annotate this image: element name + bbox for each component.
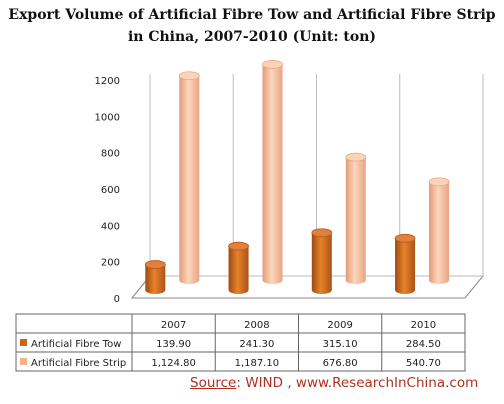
bar-2008-strip [262,64,283,281]
bar-2009-strip [345,157,366,281]
data-table-value: 1,124.80 [151,358,196,369]
data-table-value: 1,187.10 [235,358,280,369]
y-tick-label: 200 [101,258,120,269]
bar-2008-tow [228,246,249,290]
y-tick-label: 400 [101,221,120,232]
y-tick-label: 800 [101,149,120,160]
source-line: Source: WIND , www.ResearchInChina.com [190,375,478,391]
data-table-value: 139.90 [156,339,191,350]
legend-series-name: Artificial Fibre Strip [31,358,126,369]
bar-top-2008-strip [262,60,283,69]
bar-top-2007-tow [144,260,166,269]
bar-2007-strip [179,75,200,281]
bar-base-2009-tow [311,286,332,294]
y-tick-label: 600 [101,185,120,196]
y-tick-label: 0 [114,294,120,305]
source-label: Source [190,375,237,391]
data-table-value: 284.50 [406,339,441,350]
bar-base-2008-tow [228,286,249,294]
data-table-value: 540.70 [406,358,441,369]
category-label: 2009 [327,320,352,331]
category-label: 2007 [161,320,186,331]
bar-base-2010-tow [395,286,416,294]
bar-top-2010-strip [428,177,450,187]
bar-base-2010-strip [429,276,450,285]
bar-2007-tow [145,264,166,290]
bar-base-2009-strip [345,276,366,285]
bar-2010-tow [395,238,416,290]
bar-2010-strip [429,181,450,281]
legend-swatch-0 [20,339,27,346]
y-tick-label: 1000 [95,112,120,123]
data-table-value: 315.10 [323,339,358,350]
bar-base-2007-tow [145,286,166,294]
bar-top-2008-tow [228,241,249,251]
data-table-value: 241.30 [239,339,274,350]
data-table-border [15,313,466,372]
legend-series-name: Artificial Fibre Tow [31,339,121,350]
chart-title-line2: in China, 2007-2010 (Unit: ton) [127,29,377,45]
bar-top-2009-strip [345,152,367,162]
bar-2009-tow [311,232,332,290]
y-tick-label: 1200 [95,76,120,87]
legend-swatch-1 [20,358,27,365]
bar-base-2007-strip [179,276,200,285]
source-text: : WIND , www.ResearchInChina.com [236,375,479,391]
category-label: 2010 [411,320,436,331]
data-table-value: 676.80 [323,358,358,369]
category-label: 2008 [244,320,269,331]
bar-top-2009-tow [311,228,333,238]
chart-title-line1: Export Volume of Artificial Fibre Tow an… [8,7,496,23]
bar-top-2007-strip [178,71,200,81]
bar-base-2008-strip [262,276,283,285]
chart-title: Export Volume of Artificial Fibre Tow an… [0,4,504,48]
bar-top-2010-tow [394,233,416,243]
